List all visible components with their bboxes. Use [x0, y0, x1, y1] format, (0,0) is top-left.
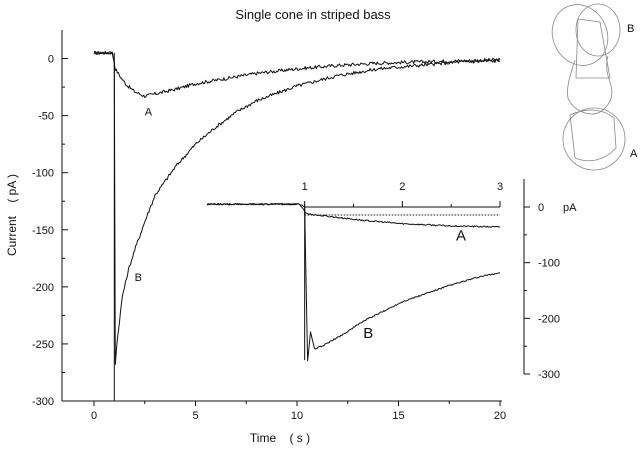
- main-annotations: AB: [135, 107, 153, 285]
- inset-y-tick-label: -200: [538, 313, 560, 325]
- inset-annotations: AB: [363, 227, 466, 341]
- inset-x-tick-label: 3: [497, 181, 503, 193]
- y-tick-label: -150: [32, 225, 54, 237]
- cell-outline-inner: [575, 18, 611, 79]
- cell-label-a: A: [630, 148, 638, 160]
- inset-y-tick-label: 0: [538, 202, 544, 214]
- trace-label-a: A: [145, 107, 153, 119]
- cell-diagram: B A: [551, 3, 638, 171]
- chart-title: Single cone in striped bass: [235, 7, 391, 22]
- x-tick-label: 20: [494, 410, 506, 422]
- y-axis-label: Current ( pA ): [5, 174, 19, 256]
- cell-outline-top-left: [551, 4, 609, 66]
- y-tick-label: -100: [32, 168, 54, 180]
- series-line-b: [93, 51, 501, 365]
- y-tick-label: 0: [48, 54, 54, 66]
- cell-label-b: B: [627, 23, 634, 35]
- x-tick-label: 10: [291, 410, 303, 422]
- x-tick-label: 0: [91, 410, 97, 422]
- cell-outline-lower-inner: [569, 109, 617, 162]
- series-line-a: [93, 50, 501, 99]
- y-tick-label: -300: [32, 396, 54, 408]
- inset-trace-label-a: A: [456, 227, 466, 244]
- inset-y-tick-label: -300: [538, 369, 560, 381]
- inset-x-tick-label: 1: [302, 181, 308, 193]
- inset-trace-label-b: B: [363, 325, 373, 342]
- inset-y-unit: pA: [563, 202, 577, 214]
- x-tick-label: 15: [392, 410, 404, 422]
- trace-label-b: B: [135, 272, 142, 284]
- cell-outline-top-right: [575, 3, 621, 57]
- x-axis-label: Time ( s ): [250, 431, 310, 445]
- cell-outline-body: [567, 55, 613, 115]
- inset-axes: 1 2 3 0 -100 -200 -300 pA: [302, 179, 577, 381]
- inset-x-tick-label: 2: [399, 181, 405, 193]
- inset-series-line-b: [206, 203, 501, 362]
- inset-y-tick-label: -100: [538, 258, 560, 270]
- main-axes: 0 -50 -100 -150 -200 -250 -300 0 5 10 15 20: [32, 30, 506, 422]
- cell-outline-lower: [562, 107, 626, 171]
- inset-traces: [206, 203, 501, 362]
- x-tick-label: 5: [192, 410, 198, 422]
- y-tick-label: -200: [32, 282, 54, 294]
- y-tick-label: -250: [32, 339, 54, 351]
- main-traces: [93, 50, 501, 365]
- y-tick-label: -50: [38, 111, 54, 123]
